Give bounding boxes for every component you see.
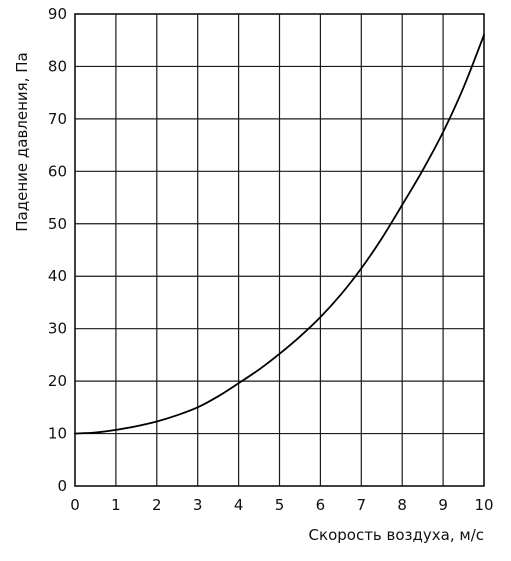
y-tick-label: 20 xyxy=(48,372,67,390)
grid xyxy=(75,14,484,486)
plot-frame xyxy=(74,13,485,487)
series-layer xyxy=(74,34,485,435)
x-tick-label: 8 xyxy=(397,496,407,514)
y-tick-label: 50 xyxy=(48,215,67,233)
y-tick-label: 10 xyxy=(48,425,67,443)
x-tick-label: 9 xyxy=(438,496,448,514)
y-tick-label: 30 xyxy=(48,320,67,338)
y-tick-label: 90 xyxy=(48,5,67,23)
y-tick-label: 60 xyxy=(48,162,67,180)
y-tick-label: 70 xyxy=(48,110,67,128)
x-tick-label: 1 xyxy=(111,496,121,514)
y-tick-labels: 0 10 20 30 40 50 60 70 80 90 xyxy=(48,5,67,495)
y-tick-label: 80 xyxy=(48,57,67,75)
y-axis-title: Падение давления, Па xyxy=(13,52,31,231)
x-tick-label: 4 xyxy=(234,496,244,514)
x-tick-label: 5 xyxy=(275,496,285,514)
x-tick-label: 3 xyxy=(193,496,203,514)
x-tick-label: 7 xyxy=(357,496,367,514)
y-tick-label: 0 xyxy=(57,477,67,495)
x-axis-title: Скорость воздуха, м/с xyxy=(309,526,484,544)
x-tick-label: 2 xyxy=(152,496,162,514)
series-line xyxy=(74,34,485,435)
x-tick-labels: 0 1 2 3 4 5 6 7 8 9 10 xyxy=(70,496,493,514)
x-tick-label: 10 xyxy=(474,496,493,514)
y-tick-label: 40 xyxy=(48,267,67,285)
x-tick-label: 6 xyxy=(316,496,326,514)
x-tick-label: 0 xyxy=(70,496,80,514)
